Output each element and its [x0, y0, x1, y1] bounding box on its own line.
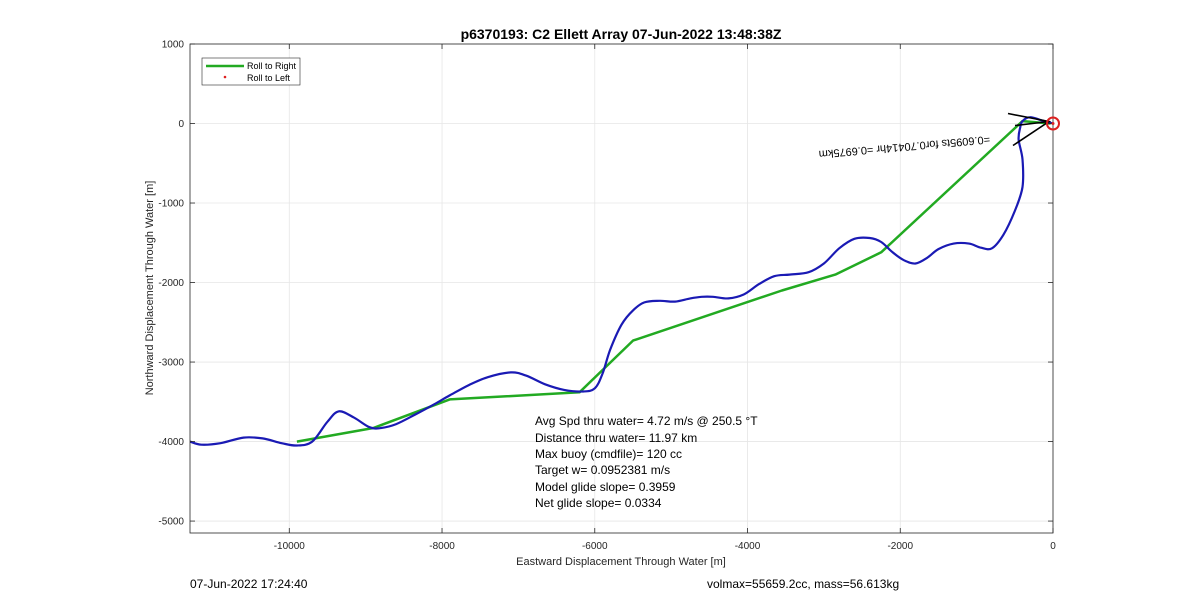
tick-layer: -10000 -8000 -6000 -4000 -2000 0 1000 0 -1000 -20…: [158, 40, 1056, 553]
x-tick-label: -2000: [887, 541, 913, 552]
stats-line: Model glide slope= 0.3959: [535, 480, 676, 494]
y-tick-label: 1000: [162, 40, 185, 51]
axes-frame: [189, 43, 1054, 534]
stats-line: Target w= 0.0952381 m/s: [535, 463, 670, 477]
plot-area: [190, 44, 1053, 533]
y-tick-label: 0: [178, 119, 184, 130]
stats-block: Avg Spd thru water= 4.72 m/s @ 250.5 °T …: [535, 414, 758, 510]
stats-line: Net glide slope= 0.0334: [535, 496, 662, 510]
x-tick-label: 0: [1050, 541, 1056, 552]
x-tick-label: -4000: [735, 541, 761, 552]
y-axis-label: Northward Displacement Through Water [m]: [144, 181, 156, 396]
legend-swatch-roll-left: [223, 75, 227, 79]
legend: Roll to Right Roll to Left: [201, 57, 301, 86]
stats-line: Distance thru water= 11.97 km: [535, 431, 697, 445]
stats-line: Max buoy (cmdfile)= 120 cc: [535, 447, 682, 461]
heading-arrow: [1007, 112, 1052, 147]
footer-timestamp: 07-Jun-2022 17:24:40: [190, 577, 308, 591]
y-tick-label: -3000: [158, 358, 184, 369]
end-point-marker: [1046, 116, 1060, 131]
series-trajectory-line: [190, 116, 1053, 447]
series-layer: [190, 112, 1053, 447]
y-tick-label: -1000: [158, 199, 184, 210]
x-tick-label: -6000: [582, 541, 608, 552]
stats-line: Avg Spd thru water= 4.72 m/s @ 250.5 °T: [535, 414, 758, 428]
legend-label-roll-right: Roll to Right: [247, 61, 297, 71]
legend-box: [201, 57, 301, 86]
x-tick-label: -10000: [274, 541, 306, 552]
chart-title: p6370193: C2 Ellett Array 07-Jun-2022 13…: [461, 26, 782, 42]
end-point-dot: [1051, 122, 1055, 126]
footer-vol-mass: volmax=55659.2cc, mass=56.613kg: [707, 577, 899, 591]
y-tick-label: -4000: [158, 437, 184, 448]
x-tick-label: -8000: [429, 541, 455, 552]
series-roll-right-line: [296, 119, 1051, 443]
y-tick-label: -2000: [158, 278, 184, 289]
x-axis-label: Eastward Displacement Through Water [m]: [516, 556, 726, 568]
y-tick-label: -5000: [158, 517, 184, 528]
legend-label-roll-left: Roll to Left: [247, 73, 291, 83]
heading-arrow: [1014, 120, 1050, 127]
